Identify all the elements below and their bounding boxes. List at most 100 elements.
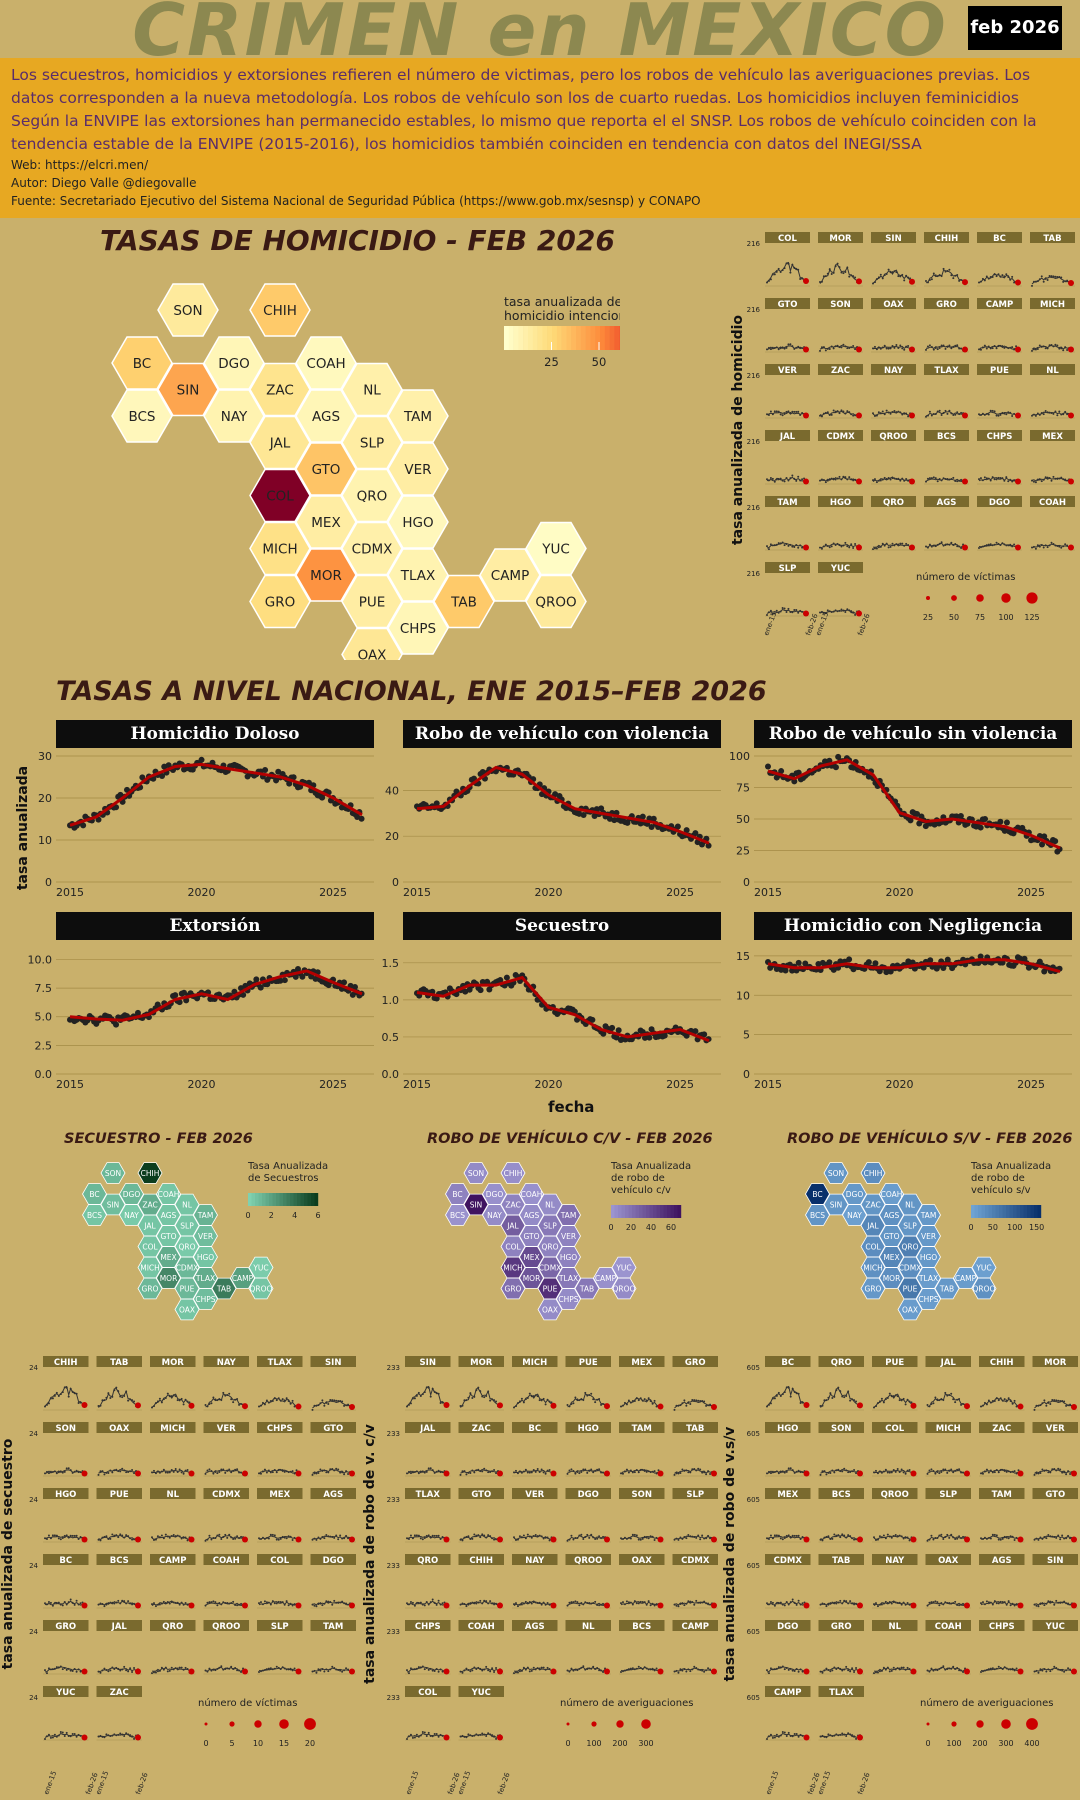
- small-hex-son: SON: [463, 1162, 489, 1184]
- point: [51, 1534, 54, 1537]
- trend-line: [620, 1535, 661, 1540]
- latest-point: [550, 1536, 557, 1543]
- hex-label: NAY: [487, 1211, 502, 1220]
- legend-swatch: [523, 326, 529, 350]
- point: [903, 279, 906, 282]
- point: [162, 1468, 165, 1471]
- point: [236, 1468, 239, 1471]
- latest-point: [604, 1403, 610, 1410]
- point: [781, 1730, 784, 1733]
- point: [107, 1670, 110, 1673]
- hex-label: MOR: [523, 1274, 541, 1283]
- trend-line: [513, 1393, 554, 1408]
- hex-label: GTO: [160, 1232, 176, 1241]
- point: [337, 1538, 340, 1541]
- hex-label: CAMP: [595, 1274, 617, 1283]
- point: [934, 545, 937, 548]
- hex-cell: [953, 1267, 978, 1289]
- trend-line: [205, 1601, 246, 1607]
- strip: [310, 1422, 356, 1433]
- strip: [872, 1356, 918, 1367]
- panel-title: Homicidio Doloso: [56, 720, 374, 748]
- strip: [43, 1422, 89, 1433]
- point: [938, 1472, 941, 1475]
- latest-point: [803, 278, 809, 284]
- ymax-label: 233: [387, 1496, 400, 1504]
- strip-label: OAX: [938, 1556, 959, 1566]
- hex-label: JAL: [269, 436, 291, 452]
- grid-cell-sin: SIN: [1032, 1554, 1078, 1609]
- grid-cell-zac: ZAC: [458, 1422, 504, 1477]
- point: [873, 547, 876, 550]
- point: [44, 1737, 46, 1740]
- legend-swatch: [999, 1205, 1003, 1218]
- web-link[interactable]: Web: https://elcri.men/: [11, 158, 149, 172]
- data-point: [503, 974, 510, 981]
- strip-label: PUE: [990, 366, 1009, 376]
- point: [906, 1666, 909, 1669]
- latest-point: [910, 1536, 917, 1543]
- y-tick-label: 5: [743, 1029, 750, 1042]
- grid-cell-tam: TAM: [619, 1422, 665, 1477]
- grid-cell-qroo: QROO: [203, 1620, 249, 1675]
- latest-point: [497, 1402, 503, 1409]
- strip: [672, 1422, 718, 1433]
- point: [232, 1401, 235, 1404]
- point: [827, 1733, 830, 1736]
- latest-point: [657, 1602, 664, 1609]
- legend-swatch: [293, 1193, 298, 1206]
- legend-tick-label: 50: [988, 1223, 998, 1232]
- hex-label: QROO: [973, 1285, 996, 1294]
- point: [888, 1392, 891, 1395]
- small-hex-nay: NAY: [842, 1204, 867, 1226]
- ymax-label: 605: [747, 1628, 760, 1636]
- point: [210, 1538, 213, 1541]
- point: [291, 1604, 294, 1607]
- point: [773, 410, 776, 413]
- point: [67, 1467, 70, 1470]
- strip-label: MOR: [1044, 1358, 1067, 1368]
- point: [467, 1535, 470, 1538]
- point: [685, 1670, 688, 1673]
- point: [1067, 1534, 1070, 1537]
- point: [925, 415, 927, 418]
- hex-label: YUC: [252, 1264, 268, 1273]
- point: [930, 414, 933, 417]
- point: [685, 1404, 688, 1407]
- point: [421, 1730, 424, 1733]
- point: [840, 545, 843, 548]
- hex-label: SON: [468, 1169, 484, 1178]
- strip: [96, 1686, 142, 1697]
- strip: [979, 1620, 1025, 1631]
- point: [797, 1735, 800, 1738]
- point: [693, 1399, 696, 1402]
- strip-label: GRO: [831, 1622, 852, 1632]
- point: [568, 1601, 571, 1604]
- point: [61, 1536, 64, 1539]
- point: [117, 1536, 120, 1539]
- strip-label: MICH: [936, 1424, 961, 1434]
- point: [1005, 1470, 1008, 1473]
- hex-label: BC: [812, 1190, 822, 1199]
- ymax-label: 233: [387, 1430, 400, 1438]
- latest-point: [1071, 1602, 1077, 1609]
- point: [1069, 1472, 1072, 1475]
- hex-cell: [387, 389, 449, 443]
- point: [795, 1733, 798, 1736]
- point: [783, 607, 786, 610]
- data-point: [273, 777, 280, 784]
- hex-cell: [525, 521, 587, 576]
- point: [886, 1471, 889, 1474]
- hex-label: BC: [89, 1190, 99, 1199]
- point: [880, 1397, 883, 1400]
- strip-label: MEX: [1042, 432, 1063, 442]
- point: [795, 609, 798, 612]
- trend-line: [978, 272, 1019, 283]
- strip: [257, 1554, 303, 1565]
- point: [228, 1468, 231, 1471]
- strip-label: PUE: [579, 1358, 598, 1368]
- hex-tam: TAM: [387, 389, 449, 443]
- latest-point: [497, 1602, 503, 1609]
- grid-cell-bcs: BCS: [924, 430, 969, 485]
